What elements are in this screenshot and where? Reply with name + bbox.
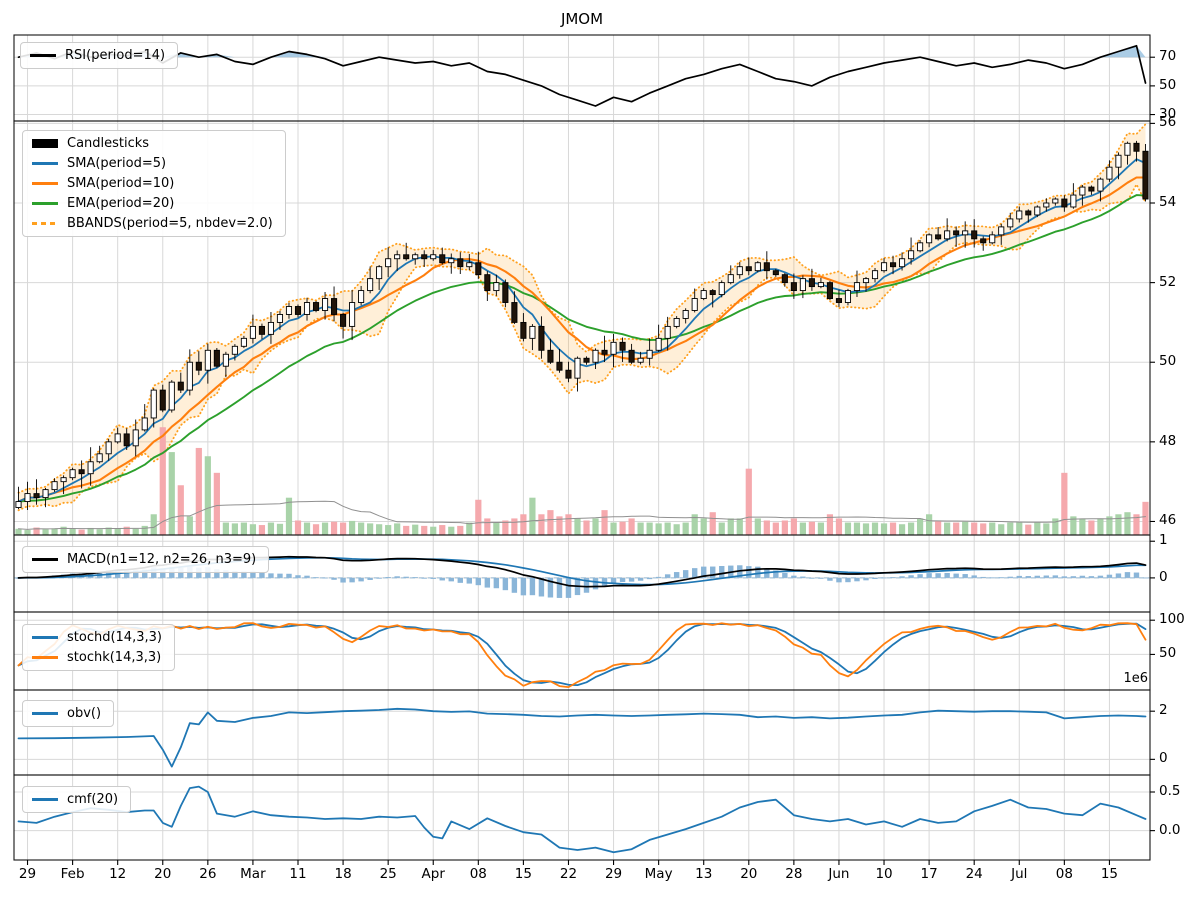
stoch-ytick-label: 50 xyxy=(1159,645,1177,662)
x-tick-label: 25 xyxy=(379,866,397,882)
rsi-legend: RSI(period=14) xyxy=(20,42,179,69)
candlestick-swatch-icon xyxy=(32,139,58,148)
candlesticks-legend-label: Candlesticks xyxy=(67,136,150,151)
rsi-ytick-label: 30 xyxy=(1159,105,1177,122)
macd-legend: MACD(n1=12, n2=26, n3=9) xyxy=(22,546,270,573)
legend-item-macd: MACD(n1=12, n2=26, n3=9) xyxy=(32,552,256,567)
x-tick-label: 08 xyxy=(1055,866,1073,882)
sma5-legend-label: SMA(period=5) xyxy=(67,156,167,171)
price-ytick-label: 56 xyxy=(1159,114,1177,131)
x-tick-label: Jun xyxy=(828,866,850,882)
x-tick-label: 08 xyxy=(469,866,487,882)
bbands-legend-label: BBANDS(period=5, nbdev=2.0) xyxy=(67,216,273,231)
chart-title: JMOM xyxy=(560,10,604,28)
macd-legend-label: MACD(n1=12, n2=26, n3=9) xyxy=(67,552,257,567)
cmf-line-swatch-icon xyxy=(32,798,58,801)
obv-ytick-label: 2 xyxy=(1159,702,1168,719)
x-tick-label: 11 xyxy=(289,866,307,882)
stochk-legend-label: stochk(14,3,3) xyxy=(67,650,162,665)
legend-item-obv: obv() xyxy=(32,706,101,721)
stoch-legend: stochd(14,3,3) stochk(14,3,3) xyxy=(22,624,175,671)
x-tick-label: 20 xyxy=(740,866,758,882)
ema20-legend-label: EMA(period=20) xyxy=(67,196,175,211)
x-tick-label: 13 xyxy=(695,866,713,882)
rsi-line-swatch-icon xyxy=(30,54,56,57)
legend-item-candlesticks: Candlesticks xyxy=(32,136,273,151)
price-ytick-label: 46 xyxy=(1159,512,1177,529)
obv-ytick-label: 0 xyxy=(1159,750,1168,767)
macd-line-swatch-icon xyxy=(32,558,58,561)
obv-axis-multiplier: 1e6 xyxy=(1123,671,1148,686)
bbands-dashed-swatch-icon xyxy=(32,222,58,225)
sma10-line-swatch-icon xyxy=(32,182,58,185)
price-legend: Candlesticks SMA(period=5) SMA(period=10… xyxy=(22,130,286,237)
price-ytick-label: 54 xyxy=(1159,194,1177,210)
legend-item-sma5: SMA(period=5) xyxy=(32,156,273,171)
price-ytick-label: 50 xyxy=(1159,353,1177,370)
x-tick-label: Mar xyxy=(240,866,266,882)
legend-item-bbands: BBANDS(period=5, nbdev=2.0) xyxy=(32,216,273,231)
x-tick-label: Feb xyxy=(60,866,85,882)
macd-ytick-label: 1 xyxy=(1159,532,1168,549)
x-tick-label: 28 xyxy=(785,866,803,882)
x-tick-label: 10 xyxy=(875,866,893,882)
cmf-legend: cmf(20) xyxy=(22,786,132,813)
legend-item-stochk: stochk(14,3,3) xyxy=(32,650,162,665)
rsi-legend-label: RSI(period=14) xyxy=(65,48,166,63)
stochd-line-swatch-icon xyxy=(32,636,58,639)
sma10-legend-label: SMA(period=10) xyxy=(67,176,175,191)
x-tick-label: Apr xyxy=(421,866,445,882)
stoch-ytick-label: 100 xyxy=(1159,611,1185,628)
obv-legend: obv() xyxy=(22,700,115,727)
obv-line-swatch-icon xyxy=(32,712,58,715)
cmf-ytick-label: 0.0 xyxy=(1159,821,1181,838)
x-tick-label: 26 xyxy=(199,866,217,882)
x-tick-label: 22 xyxy=(559,866,578,882)
cmf-legend-label: cmf(20) xyxy=(67,792,119,807)
legend-item-sma10: SMA(period=10) xyxy=(32,176,273,191)
cmf-ytick-label: 0.5 xyxy=(1159,783,1181,799)
legend-item-stochd: stochd(14,3,3) xyxy=(32,630,162,645)
price-ytick-label: 52 xyxy=(1159,273,1177,290)
stochd-legend-label: stochd(14,3,3) xyxy=(67,630,162,645)
legend-item-cmf: cmf(20) xyxy=(32,792,118,807)
legend-item-ema20: EMA(period=20) xyxy=(32,196,273,211)
ema20-line-swatch-icon xyxy=(32,202,58,205)
x-tick-label: 24 xyxy=(965,866,983,882)
x-tick-label: 17 xyxy=(920,866,938,882)
legend-item-rsi: RSI(period=14) xyxy=(30,48,165,63)
price-ytick-label: 48 xyxy=(1159,432,1177,449)
obv-legend-label: obv() xyxy=(67,706,102,721)
x-tick-label: May xyxy=(644,866,673,882)
macd-ytick-label: 0 xyxy=(1159,568,1168,585)
stochk-line-swatch-icon xyxy=(32,656,58,659)
x-tick-label: 29 xyxy=(18,866,37,882)
x-tick-label: 15 xyxy=(514,866,532,882)
x-tick-label: 12 xyxy=(109,866,127,882)
x-tick-label: 15 xyxy=(1100,866,1119,882)
rsi-ytick-label: 70 xyxy=(1159,48,1177,65)
x-tick-label: 29 xyxy=(604,866,623,882)
rsi-ytick-label: 50 xyxy=(1159,76,1177,93)
x-tick-label: Jul xyxy=(1011,866,1028,882)
x-tick-label: 20 xyxy=(154,866,172,882)
sma5-line-swatch-icon xyxy=(32,162,58,165)
x-tick-label: 18 xyxy=(334,866,352,882)
